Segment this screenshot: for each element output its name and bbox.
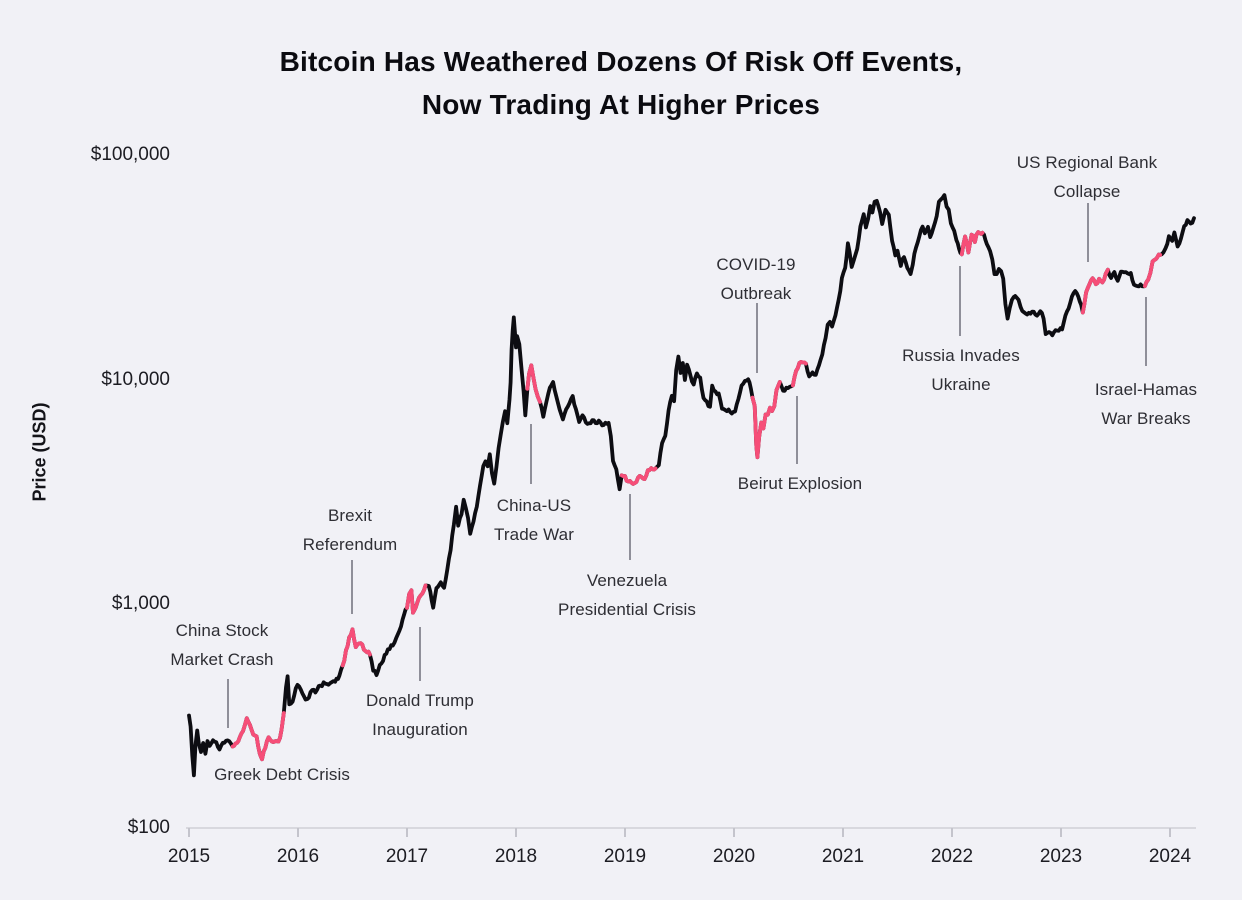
- annotation-greek-debt-crisis: Greek Debt Crisis: [214, 760, 350, 789]
- price-line-risk-off-highlight: [959, 230, 985, 257]
- annotation-line: Market Crash: [170, 650, 274, 669]
- annotation-connector-china-us-trade-war: [530, 424, 532, 484]
- annotation-connector-covid-19-outbreak: [756, 303, 758, 373]
- price-line-risk-off-highlight: [750, 380, 782, 460]
- annotation-donald-trump-inauguration: Donald Trump Inauguration: [366, 686, 474, 744]
- price-line-risk-off-highlight: [525, 363, 542, 404]
- annotation-line: Outbreak: [720, 284, 792, 303]
- annotation-connector-donald-trump-inauguration: [419, 627, 421, 681]
- x-tick-2020: 2020: [712, 846, 756, 867]
- y-tick-1000: $1,000: [111, 593, 170, 614]
- chart-title: Bitcoin Has Weathered Dozens Of Risk Off…: [0, 40, 1242, 126]
- annotation-line: Collapse: [1053, 182, 1121, 201]
- x-tick-2022: 2022: [930, 846, 974, 867]
- annotation-connector-china-stock-market-crash: [227, 679, 229, 728]
- price-line-risk-off-highlight: [230, 711, 286, 762]
- annotation-line: COVID-19: [716, 255, 796, 274]
- chart-title-line1: Bitcoin Has Weathered Dozens Of Risk Off…: [279, 46, 963, 77]
- annotation-connector-israel-hamas-war-breaks: [1145, 297, 1147, 366]
- x-tick-2019: 2019: [603, 846, 647, 867]
- annotation-line: Inauguration: [372, 720, 468, 739]
- annotation-connector-brexit-referendum: [351, 560, 353, 614]
- chart-title-line2: Now Trading At Higher Prices: [421, 89, 821, 120]
- annotation-line: War Breaks: [1101, 409, 1191, 428]
- x-tick-2016: 2016: [276, 846, 320, 867]
- annotation-line: Greek Debt Crisis: [214, 765, 350, 784]
- annotation-china-stock-market-crash: China Stock Market Crash: [170, 616, 273, 674]
- annotation-line: Referendum: [302, 535, 398, 554]
- annotation-line: Beirut Explosion: [737, 474, 863, 493]
- annotation-us-regional-bank-collapse: US Regional Bank Collapse: [1017, 148, 1158, 206]
- annotation-connector-us-regional-bank-collapse: [1087, 203, 1089, 262]
- price-line-risk-off-highlight: [405, 583, 428, 615]
- annotation-brexit-referendum: Brexit Referendum: [303, 501, 398, 559]
- x-tick-2024: 2024: [1148, 846, 1192, 867]
- x-tick-2023: 2023: [1039, 846, 1083, 867]
- price-line-risk-off-highlight: [340, 627, 372, 668]
- annotation-connector-beirut-explosion: [796, 396, 798, 464]
- y-tick-100000: $100,000: [90, 144, 170, 165]
- annotation-beirut-explosion: Beirut Explosion: [738, 469, 862, 498]
- annotation-line: Brexit: [327, 506, 373, 525]
- x-tick-2018: 2018: [494, 846, 538, 867]
- annotation-line: China Stock: [175, 621, 269, 640]
- annotation-line: US Regional Bank: [1016, 153, 1158, 172]
- y-tick-100: $100: [127, 817, 170, 838]
- annotation-line: Venezuela: [586, 571, 668, 590]
- annotation-connector-venezuela-presidential-crisis: [629, 494, 631, 560]
- annotation-china-us-trade-war: China-US Trade War: [494, 491, 574, 549]
- annotation-covid-19-outbreak: COVID-19 Outbreak: [716, 250, 795, 308]
- price-line: [187, 193, 1196, 778]
- x-tick-2021: 2021: [821, 846, 865, 867]
- annotation-russia-invades-ukraine: Russia Invades Ukraine: [902, 341, 1020, 399]
- annotation-line: Ukraine: [931, 375, 991, 394]
- annotation-line: Donald Trump: [366, 691, 474, 710]
- annotation-line: Israel-Hamas: [1094, 380, 1198, 399]
- annotation-line: Trade War: [494, 525, 574, 544]
- x-tick-2017: 2017: [385, 846, 429, 867]
- annotation-israel-hamas-war-breaks: Israel-Hamas War Breaks: [1095, 375, 1197, 433]
- price-line-risk-off-highlight: [791, 360, 808, 388]
- price-line-risk-off-highlight: [1080, 267, 1110, 315]
- annotation-venezuela-presidential-crisis: Venezuela Presidential Crisis: [558, 566, 696, 624]
- annotation-line: Russia Invades: [902, 346, 1020, 365]
- x-tick-2015: 2015: [167, 846, 211, 867]
- price-line-risk-off-highlight: [619, 466, 658, 486]
- annotation-line: China-US: [496, 496, 572, 515]
- annotation-connector-russia-invades-ukraine: [959, 266, 961, 336]
- price-line-risk-off-highlight: [1143, 252, 1163, 288]
- y-tick-10000: $10,000: [101, 369, 170, 390]
- annotation-line: Presidential Crisis: [558, 600, 696, 619]
